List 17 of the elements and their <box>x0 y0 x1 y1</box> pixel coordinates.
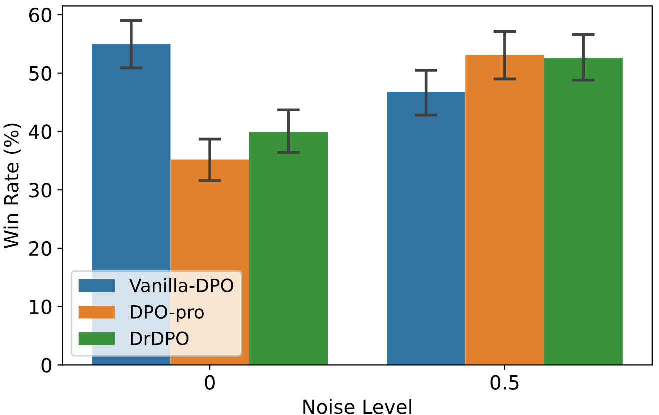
bar <box>249 132 328 366</box>
y-tick-label: 10 <box>30 300 52 314</box>
bar <box>387 92 466 366</box>
y-axis-title: Win Rate (%) <box>4 124 22 249</box>
bar <box>466 55 544 366</box>
y-tick-label: 40 <box>29 124 52 140</box>
y-tick-label: 0 <box>42 358 52 373</box>
y-tick-label: 60 <box>30 8 52 23</box>
legend-label: DrDPO <box>131 332 189 346</box>
legend-label: DPO-pro <box>131 305 204 322</box>
y-tick-label: 50 <box>30 66 52 82</box>
x-axis-title: Noise Level <box>304 399 412 414</box>
y-tick-label: 20 <box>30 241 52 256</box>
x-tick-label: 0.5 <box>490 375 519 390</box>
legend-label: Vanilla-DPO <box>130 278 234 292</box>
bar <box>544 58 623 366</box>
y-tick-label: 30 <box>30 183 52 198</box>
